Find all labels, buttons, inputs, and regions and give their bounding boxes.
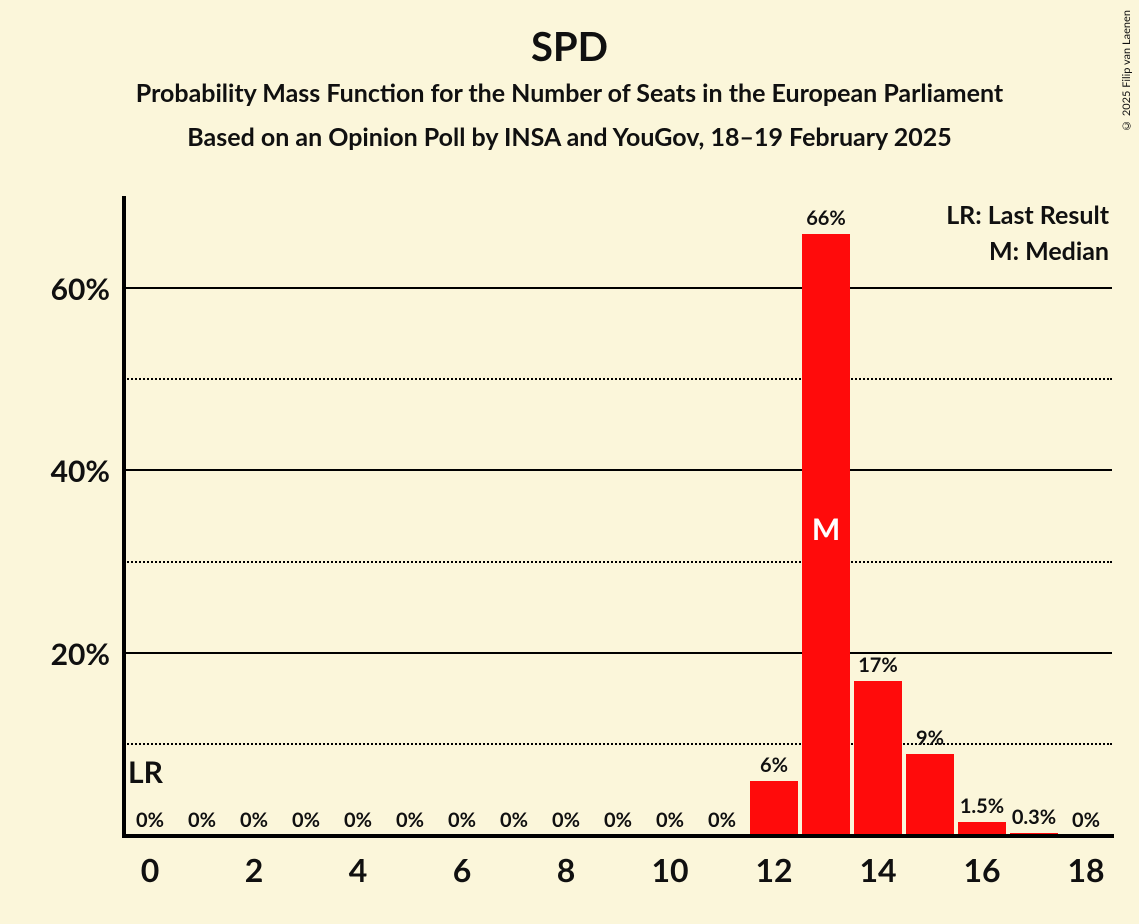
bar-value-label: 66% (796, 206, 856, 230)
bar-value-label: 0% (120, 808, 180, 832)
y-axis-label: 40% (10, 453, 110, 489)
x-axis-label: 14 (848, 850, 908, 889)
chart-subtitle-1: Probability Mass Function for the Number… (0, 78, 1139, 108)
bar-value-label: 0% (172, 808, 232, 832)
bar-value-label: 0% (328, 808, 388, 832)
x-axis-label: 0 (120, 850, 180, 889)
y-axis-line (122, 196, 126, 838)
bar-value-label: 0% (224, 808, 284, 832)
bar (854, 681, 902, 836)
grid-major (124, 469, 1112, 471)
grid-minor (124, 743, 1112, 745)
bar-value-label: 0% (1056, 808, 1116, 832)
bar-value-label: 9% (900, 726, 960, 750)
copyright-text: © 2025 Filip van Laenen (1120, 10, 1133, 132)
x-axis-label: 12 (744, 850, 804, 889)
legend-lr: LR: Last Result (946, 200, 1109, 230)
bar-value-label: 0% (432, 808, 492, 832)
legend-m: M: Median (989, 236, 1109, 266)
x-axis-label: 2 (224, 850, 284, 889)
bar-value-label: 0% (484, 808, 544, 832)
bar-value-label: 1.5% (952, 794, 1012, 818)
grid-minor (124, 378, 1112, 380)
chart-subtitle-2: Based on an Opinion Poll by INSA and You… (0, 122, 1139, 152)
bar-value-label: 0% (276, 808, 336, 832)
y-axis-label: 20% (10, 636, 110, 672)
grid-minor (124, 561, 1112, 563)
bar-value-label: 0% (692, 808, 752, 832)
x-axis-label: 8 (536, 850, 596, 889)
x-axis-label: 16 (952, 850, 1012, 889)
x-axis-line (122, 834, 1114, 838)
bar-value-label: 0% (640, 808, 700, 832)
chart-title: SPD (0, 22, 1139, 70)
x-axis-label: 10 (640, 850, 700, 889)
x-axis-label: 6 (432, 850, 492, 889)
grid-major (124, 287, 1112, 289)
last-result-marker: LR (128, 754, 163, 790)
bar-value-label: 6% (744, 753, 804, 777)
median-marker: M (802, 511, 850, 547)
grid-major (124, 652, 1112, 654)
bar-value-label: 0% (536, 808, 596, 832)
x-axis-label: 18 (1056, 850, 1116, 889)
x-axis-label: 4 (328, 850, 388, 889)
bar (906, 754, 954, 836)
y-axis-label: 60% (10, 271, 110, 307)
bar-value-label: 0.3% (1004, 805, 1064, 829)
chart-plot-area: 0%0%0%0%0%0%0%0%0%0%0%0%6%M66%17%9%1.5%0… (124, 198, 1112, 836)
bar-value-label: 0% (588, 808, 648, 832)
bar-value-label: 17% (848, 653, 908, 677)
bar (750, 781, 798, 836)
bar-value-label: 0% (380, 808, 440, 832)
